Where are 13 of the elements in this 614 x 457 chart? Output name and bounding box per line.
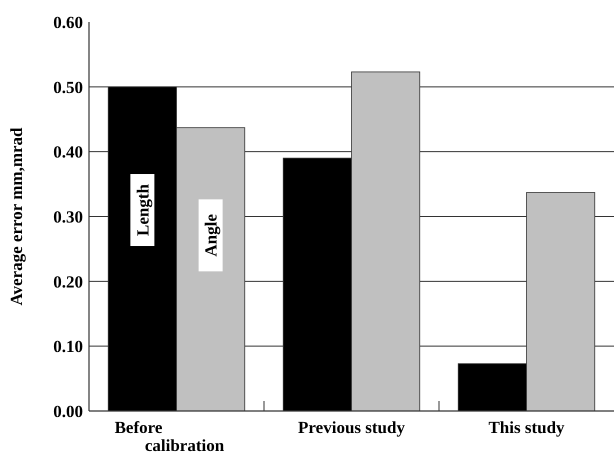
- y-tick-label: 0.40: [53, 142, 83, 162]
- y-axis-title: Average error mm,mrad: [7, 126, 26, 306]
- series-label: Length: [133, 184, 152, 236]
- y-tick-label: 0.50: [53, 78, 83, 97]
- x-tick-label: Previous study: [298, 418, 406, 437]
- y-tick-label: 0.00: [53, 402, 83, 421]
- x-tick-label: This study: [488, 418, 566, 437]
- y-tick-label: 0.60: [53, 12, 83, 32]
- series-label: Angle: [202, 214, 221, 257]
- y-tick-label: 0.20: [53, 272, 83, 292]
- y-tick-label: 0.10: [53, 337, 83, 356]
- x-tick-label: Before calibration: [114, 418, 225, 455]
- y-tick-label: 0.30: [53, 207, 83, 226]
